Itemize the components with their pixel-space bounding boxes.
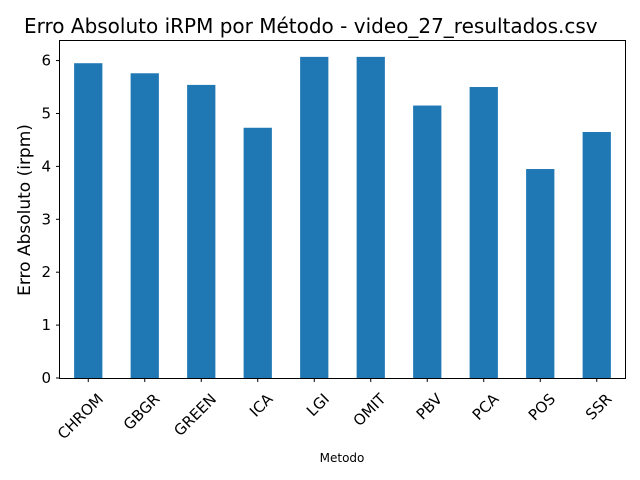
bar-ssr [582,131,611,378]
x-tick-label: GREEN [170,390,220,440]
bar-gbgr [130,73,159,379]
bar-pbv [413,105,442,378]
x-tick-label: POS [525,390,559,424]
bar-lgi [300,56,329,378]
x-tick-label: OMIT [350,389,390,429]
bar-green [187,84,216,378]
x-tick-label: GBGR [120,390,164,434]
x-tick-label: SSR [582,390,616,424]
y-tick-label: 5 [41,104,51,122]
bars-group [74,56,611,379]
y-axis-label: Erro Absoluto (irpm) [15,124,35,296]
bar-ica [243,127,272,378]
bar-pca [469,87,498,379]
y-tick-label: 1 [41,316,51,334]
bar-chrom [74,63,103,378]
x-axis-label: Metodo [320,451,365,465]
x-tick-label: LGI [303,390,333,420]
chart-title: Erro Absoluto iRPM por Método - video_27… [24,14,598,38]
x-tick-label: PBV [413,390,447,424]
y-tick-label: 3 [41,210,51,228]
y-tick-label: 4 [41,157,51,175]
y-tick-label: 6 [41,52,51,70]
y-tick-label: 2 [41,263,51,281]
x-axis-ticks: CHROM GBGR GREEN ICA LGI OMIT PBV PCA POS SSR [54,378,616,443]
bar-pos [526,169,555,378]
x-tick-label: PCA [469,390,503,424]
x-tick-label: CHROM [54,390,107,443]
x-tick-label: ICA [246,390,277,421]
y-axis-ticks: 0 1 2 3 4 5 6 [41,52,60,387]
plot-frame [59,40,626,379]
bar-omit [356,56,385,378]
y-tick-label: 0 [41,369,51,387]
